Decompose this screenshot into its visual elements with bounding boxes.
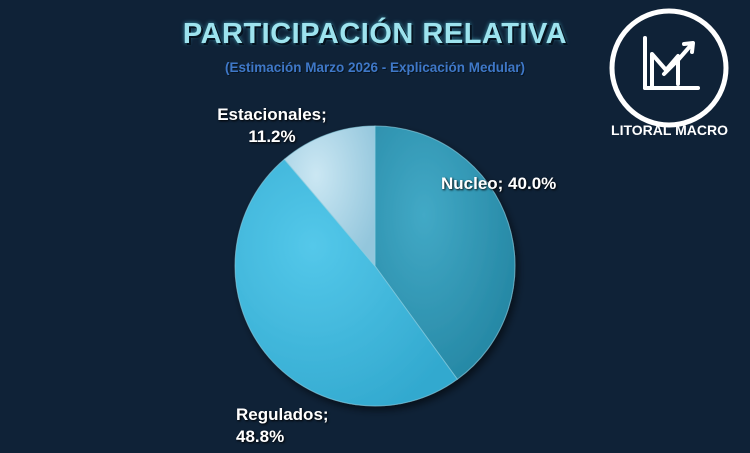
slice-label-estacionales-value: 11.2%	[248, 127, 296, 146]
pie-slice-nucleo	[374, 125, 516, 380]
slice-label-regulados: Regulados; 48.8%	[236, 404, 329, 448]
slice-label-regulados-name: Regulados;	[236, 405, 329, 424]
pie-slice-regulados	[234, 158, 458, 407]
slice-label-estacionales-name: Estacionales;	[217, 105, 327, 124]
slice-label-regulados-value: 48.8%	[236, 427, 285, 446]
pie-slice-estacionales	[283, 125, 376, 268]
chart-title: PARTICIPACIÓN RELATIVA	[182, 18, 568, 50]
logo-text: LITORAL MACRO	[611, 122, 728, 138]
litoral-macro-logo	[609, 8, 729, 128]
chart-subtitle: (Estimación Marzo 2026 - Explicación Med…	[224, 60, 526, 75]
trend-chart-icon	[643, 36, 700, 90]
slice-label-estacionales: Estacionales; 11.2%	[217, 104, 327, 148]
slice-label-nucleo: Nucleo; 40.0%	[441, 174, 557, 193]
